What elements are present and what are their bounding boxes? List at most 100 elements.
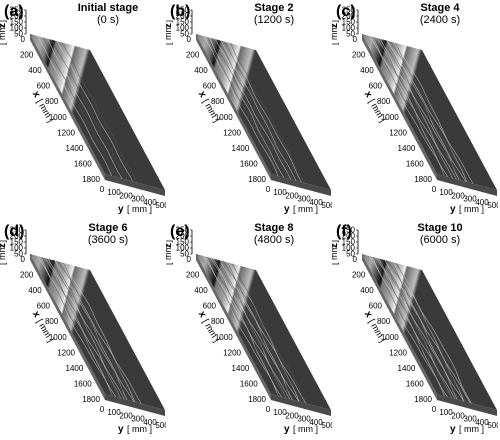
panel-d: 25020015010050z[ mm ]0200400600800100012… bbox=[0, 220, 166, 440]
x-tick-label: 1000 bbox=[381, 113, 399, 122]
x-tick-label: 1000 bbox=[381, 333, 399, 342]
x-tick-label: 1600 bbox=[74, 159, 92, 168]
x-tick-label: 200 bbox=[352, 271, 366, 280]
z-tick-label: 150 bbox=[342, 18, 356, 27]
panel-title: Stage 4 bbox=[420, 2, 460, 14]
x-tick-label: 600 bbox=[37, 302, 51, 311]
panel-time: (4800 s) bbox=[253, 234, 295, 246]
y-tick-label: 0 bbox=[432, 405, 437, 414]
x-tick-label: 200 bbox=[186, 51, 200, 60]
x-axis-label: x bbox=[30, 309, 43, 320]
y-axis-label: y bbox=[118, 424, 124, 435]
x-tick-label: 1800 bbox=[414, 175, 432, 184]
x-tick-label: 1600 bbox=[406, 379, 424, 388]
y-axis-label: y bbox=[118, 204, 124, 215]
panel-time: (0 s) bbox=[97, 14, 119, 26]
panel-label: (c) bbox=[336, 3, 356, 20]
panel-time: (6000 s) bbox=[419, 234, 461, 246]
y-tick-label: 100 bbox=[107, 188, 121, 197]
bedform-streak bbox=[232, 263, 307, 404]
y-tick-label: 300 bbox=[463, 415, 477, 424]
terrain-surface-plot: 25020015010050z[ mm ]0200400600800100012… bbox=[332, 226, 498, 436]
x-tick-label: 1800 bbox=[414, 395, 432, 404]
z-tick-label: 200 bbox=[342, 232, 356, 241]
x-tick-label: 1400 bbox=[232, 364, 250, 373]
surface-front-wall bbox=[271, 394, 331, 416]
z-tick-label: 50 bbox=[180, 250, 189, 259]
x-tick-label: 1200 bbox=[389, 128, 407, 137]
z-tick-label: 250 bbox=[10, 226, 24, 235]
z-tick-label: 100 bbox=[10, 24, 24, 33]
bedform-streak bbox=[47, 38, 123, 179]
y-axis-unit: [ mm ] bbox=[459, 424, 484, 434]
x-tick-label: 0 bbox=[187, 35, 192, 44]
z-tick-label: 150 bbox=[176, 18, 190, 27]
y-tick-label: 400 bbox=[309, 418, 323, 427]
z-tick-label: 50 bbox=[346, 30, 355, 39]
y-tick-label: 300 bbox=[131, 415, 145, 424]
x-tick-label: 0 bbox=[187, 255, 192, 264]
y-tick-label: 500 bbox=[155, 201, 166, 210]
bedform-streak bbox=[368, 35, 445, 177]
z-tick-label: 50 bbox=[346, 250, 355, 259]
bedform-streak bbox=[230, 43, 306, 184]
y-tick-label: 0 bbox=[100, 405, 105, 414]
x-tick-label: 800 bbox=[377, 97, 391, 106]
z-tick-label: 150 bbox=[176, 238, 190, 247]
z-tick-label: 150 bbox=[10, 18, 24, 27]
x-tick-label: 1400 bbox=[398, 364, 416, 373]
x-axis-label: x bbox=[196, 309, 209, 320]
y-axis-label: y bbox=[284, 204, 290, 215]
z-axis-unit: [ mm ] bbox=[166, 240, 173, 265]
bedform-streak bbox=[42, 37, 117, 178]
panel-time: (3600 s) bbox=[87, 234, 129, 246]
z-tick-label: 50 bbox=[14, 250, 23, 259]
y-tick-label: 200 bbox=[451, 191, 465, 200]
surface-side-wall bbox=[362, 34, 437, 180]
surface-side-wall bbox=[196, 34, 271, 180]
bedform-streak bbox=[61, 42, 138, 183]
bedform-streak bbox=[387, 40, 467, 182]
y-tick-label: 200 bbox=[119, 191, 133, 200]
x-tick-label: 1200 bbox=[223, 128, 241, 137]
bedform-streak bbox=[212, 258, 287, 399]
z-tick-label: 200 bbox=[176, 12, 190, 21]
x-tick-label: 1800 bbox=[248, 175, 266, 184]
bedform-streak bbox=[382, 39, 460, 180]
bedform-streak bbox=[63, 262, 138, 403]
panel-a: 25020015010050z[ mm ]0200400600800100012… bbox=[0, 0, 166, 220]
x-tick-label: 200 bbox=[352, 51, 366, 60]
z-tick-label: 100 bbox=[10, 244, 24, 253]
x-tick-label: 800 bbox=[377, 317, 391, 326]
panel-label: (e) bbox=[170, 223, 190, 240]
y-tick-label: 300 bbox=[297, 415, 311, 424]
bedform-streak bbox=[223, 41, 300, 182]
z-axis-unit: [ mm ] bbox=[332, 20, 339, 45]
z-tick-label: 100 bbox=[342, 244, 356, 253]
y-tick-label: 500 bbox=[155, 421, 166, 430]
y-tick-label: 0 bbox=[266, 185, 271, 194]
z-tick-label: 200 bbox=[10, 232, 24, 241]
z-tick-label: 100 bbox=[176, 244, 190, 253]
x-axis-label: x bbox=[196, 89, 209, 100]
x-tick-label: 1600 bbox=[240, 379, 258, 388]
z-axis-unit: [ mm ] bbox=[166, 20, 173, 45]
x-tick-label: 0 bbox=[21, 255, 26, 264]
y-tick-label: 200 bbox=[119, 411, 133, 420]
bedform-streak bbox=[380, 258, 458, 400]
x-tick-label: 1200 bbox=[223, 348, 241, 357]
y-tick-label: 400 bbox=[475, 418, 489, 427]
x-tick-label: 800 bbox=[211, 97, 225, 106]
x-tick-label: 1600 bbox=[240, 159, 258, 168]
x-tick-label: 400 bbox=[360, 286, 374, 295]
bed-surface bbox=[196, 34, 331, 190]
z-tick-label: 100 bbox=[342, 24, 356, 33]
z-axis-unit: [ mm ] bbox=[0, 240, 7, 265]
y-tick-label: 300 bbox=[131, 195, 145, 204]
x-tick-label: 600 bbox=[37, 82, 51, 91]
bedform-streak bbox=[47, 258, 122, 399]
z-axis-label: z bbox=[166, 23, 174, 28]
surface-side-wall bbox=[196, 254, 271, 400]
x-tick-label: 1000 bbox=[49, 113, 67, 122]
z-axis-label: z bbox=[166, 243, 174, 248]
